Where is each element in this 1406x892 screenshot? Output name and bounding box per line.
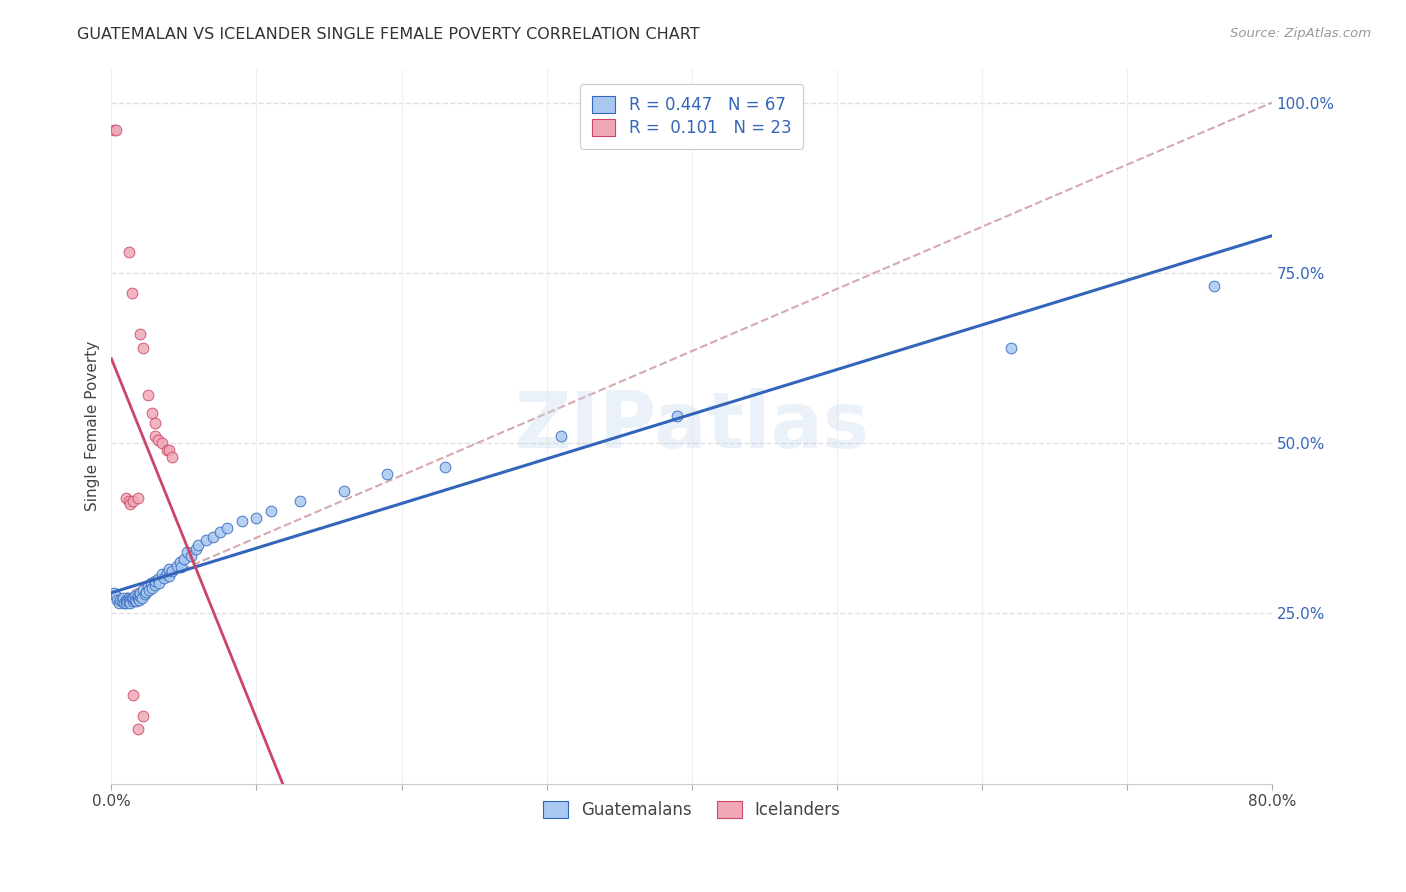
Point bbox=[332, 483, 354, 498]
Point bbox=[666, 409, 689, 423]
Point bbox=[118, 245, 141, 260]
Point bbox=[134, 587, 156, 601]
Point bbox=[103, 586, 125, 600]
Point bbox=[132, 341, 155, 355]
Point bbox=[1202, 279, 1225, 293]
Point bbox=[132, 582, 155, 597]
Point bbox=[162, 564, 184, 578]
Point bbox=[139, 575, 162, 590]
Point bbox=[129, 586, 152, 600]
Point bbox=[135, 584, 157, 599]
Point bbox=[143, 578, 166, 592]
Text: GUATEMALAN VS ICELANDER SINGLE FEMALE POVERTY CORRELATION CHART: GUATEMALAN VS ICELANDER SINGLE FEMALE PO… bbox=[77, 27, 700, 42]
Point bbox=[115, 592, 138, 607]
Point bbox=[136, 388, 159, 402]
Point bbox=[170, 560, 193, 574]
Point bbox=[104, 123, 127, 137]
Point bbox=[146, 433, 169, 447]
Point bbox=[122, 594, 145, 608]
Point bbox=[159, 562, 181, 576]
Point bbox=[173, 552, 195, 566]
Point bbox=[118, 591, 141, 606]
Point bbox=[201, 530, 224, 544]
Point bbox=[107, 596, 129, 610]
Point bbox=[132, 708, 155, 723]
Point bbox=[146, 573, 169, 587]
Point bbox=[108, 592, 131, 607]
Point bbox=[434, 460, 457, 475]
Point bbox=[550, 429, 572, 443]
Point bbox=[114, 596, 136, 610]
Point bbox=[155, 442, 177, 457]
Point bbox=[111, 591, 134, 606]
Point bbox=[120, 498, 142, 512]
Point bbox=[104, 590, 127, 604]
Point bbox=[166, 558, 188, 573]
Point bbox=[169, 555, 191, 569]
Point bbox=[194, 533, 217, 547]
Point bbox=[138, 582, 160, 597]
Point bbox=[159, 569, 181, 583]
Point bbox=[141, 405, 163, 419]
Text: ZIPatlas: ZIPatlas bbox=[515, 388, 869, 464]
Point bbox=[141, 581, 163, 595]
Point bbox=[150, 566, 173, 581]
Point bbox=[217, 521, 239, 535]
Point bbox=[129, 590, 152, 604]
Point bbox=[143, 574, 166, 588]
Point bbox=[127, 591, 149, 606]
Point bbox=[152, 571, 174, 585]
Point bbox=[176, 545, 198, 559]
Point bbox=[127, 723, 149, 737]
Text: Source: ZipAtlas.com: Source: ZipAtlas.com bbox=[1230, 27, 1371, 40]
Point bbox=[125, 594, 148, 608]
Point bbox=[115, 596, 138, 610]
Point bbox=[118, 594, 141, 608]
Point bbox=[162, 450, 184, 464]
Point bbox=[143, 416, 166, 430]
Point bbox=[110, 594, 132, 608]
Point bbox=[121, 591, 143, 606]
Point bbox=[122, 591, 145, 606]
Point bbox=[128, 592, 150, 607]
Point bbox=[260, 504, 283, 518]
Point bbox=[120, 592, 142, 607]
Legend: Guatemalans, Icelanders: Guatemalans, Icelanders bbox=[536, 794, 848, 825]
Point bbox=[118, 494, 141, 508]
Point bbox=[117, 594, 139, 608]
Point bbox=[155, 566, 177, 580]
Point bbox=[127, 590, 149, 604]
Point bbox=[121, 286, 143, 301]
Point bbox=[127, 491, 149, 505]
Point bbox=[143, 429, 166, 443]
Point bbox=[1000, 341, 1022, 355]
Point bbox=[129, 327, 152, 342]
Point bbox=[120, 596, 142, 610]
Point bbox=[184, 541, 207, 556]
Point bbox=[136, 579, 159, 593]
Point bbox=[103, 123, 125, 137]
Y-axis label: Single Female Poverty: Single Female Poverty bbox=[86, 341, 100, 511]
Point bbox=[105, 592, 128, 607]
Point bbox=[159, 442, 181, 457]
Point bbox=[122, 494, 145, 508]
Point bbox=[375, 467, 398, 481]
Point bbox=[124, 592, 146, 607]
Point bbox=[209, 524, 232, 539]
Point bbox=[124, 590, 146, 604]
Point bbox=[288, 494, 311, 508]
Point bbox=[115, 491, 138, 505]
Point bbox=[187, 538, 209, 552]
Point bbox=[148, 575, 170, 590]
Point bbox=[131, 591, 153, 606]
Point bbox=[245, 511, 267, 525]
Point bbox=[122, 688, 145, 702]
Point bbox=[180, 549, 202, 563]
Point bbox=[150, 436, 173, 450]
Point bbox=[231, 515, 253, 529]
